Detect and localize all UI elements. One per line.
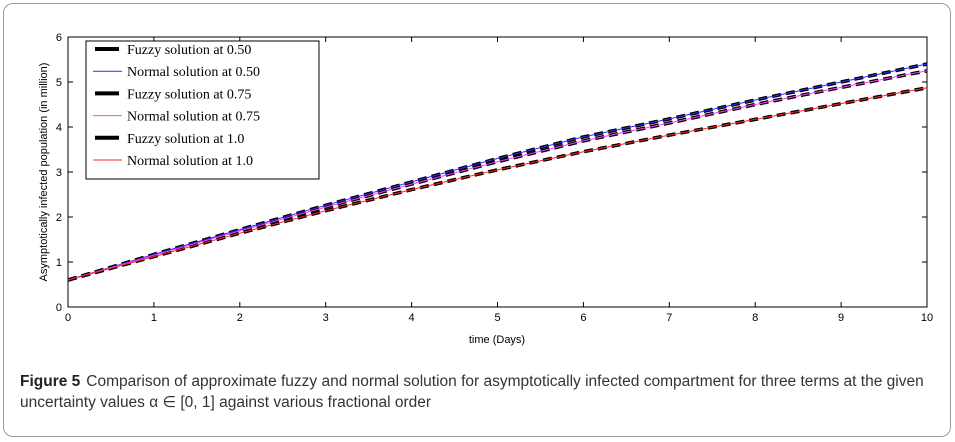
x-tick-label: 0 xyxy=(65,312,71,324)
y-tick-label: 1 xyxy=(56,257,62,269)
x-axis-label: time (Days) xyxy=(469,334,525,346)
x-tick-label: 9 xyxy=(838,312,844,324)
x-tick-label: 2 xyxy=(237,312,243,324)
legend-label: Normal solution at 1.0 xyxy=(127,154,253,169)
x-tick-label: 8 xyxy=(752,312,758,324)
y-tick-label: 3 xyxy=(56,167,62,179)
series-lines xyxy=(67,62,928,282)
legend-label: Normal solution at 0.50 xyxy=(127,65,260,80)
axis-ticks: 0 1 2 3 4 5 6 7 8 9 10 0 1 2 3 4 5 6 xyxy=(56,32,933,324)
legend-label: Fuzzy solution at 1.0 xyxy=(127,132,244,147)
series-line-2 xyxy=(67,63,928,281)
figure-caption: Figure 5 Comparison of approximate fuzzy … xyxy=(20,371,940,413)
x-tick-label: 10 xyxy=(921,312,933,324)
caption-text: Comparison of approximate fuzzy and norm… xyxy=(20,373,924,411)
y-tick-label: 2 xyxy=(56,212,62,224)
legend: Fuzzy solution at 0.50 Normal solution at… xyxy=(85,40,320,180)
x-tick-label: 4 xyxy=(409,312,415,324)
y-tick-label: 6 xyxy=(56,32,62,44)
legend-label: Normal solution at 0.75 xyxy=(127,110,260,125)
x-tick-label: 5 xyxy=(494,312,500,324)
x-tick-label: 1 xyxy=(151,312,157,324)
line-chart: 0 1 2 3 4 5 6 7 8 9 10 0 1 2 3 4 5 6 Fuzzy solution at 0.… xyxy=(38,32,933,346)
x-tick-label: 3 xyxy=(323,312,329,324)
figure-frame xyxy=(3,3,951,437)
y-axis-label: Asymptotically infected population (in m… xyxy=(38,63,50,282)
legend-box xyxy=(85,40,320,180)
x-tick-label: 6 xyxy=(580,312,586,324)
legend-label: Fuzzy solution at 0.75 xyxy=(127,87,251,102)
series-line-6 xyxy=(67,87,928,281)
y-tick-label: 4 xyxy=(56,122,62,134)
y-tick-label: 0 xyxy=(56,302,62,314)
y-tick-label: 5 xyxy=(56,77,62,89)
figure-label: Figure 5 xyxy=(20,373,81,390)
series-line-4 xyxy=(67,70,928,281)
legend-label: Fuzzy solution at 0.50 xyxy=(127,43,251,58)
x-tick-label: 7 xyxy=(666,312,672,324)
